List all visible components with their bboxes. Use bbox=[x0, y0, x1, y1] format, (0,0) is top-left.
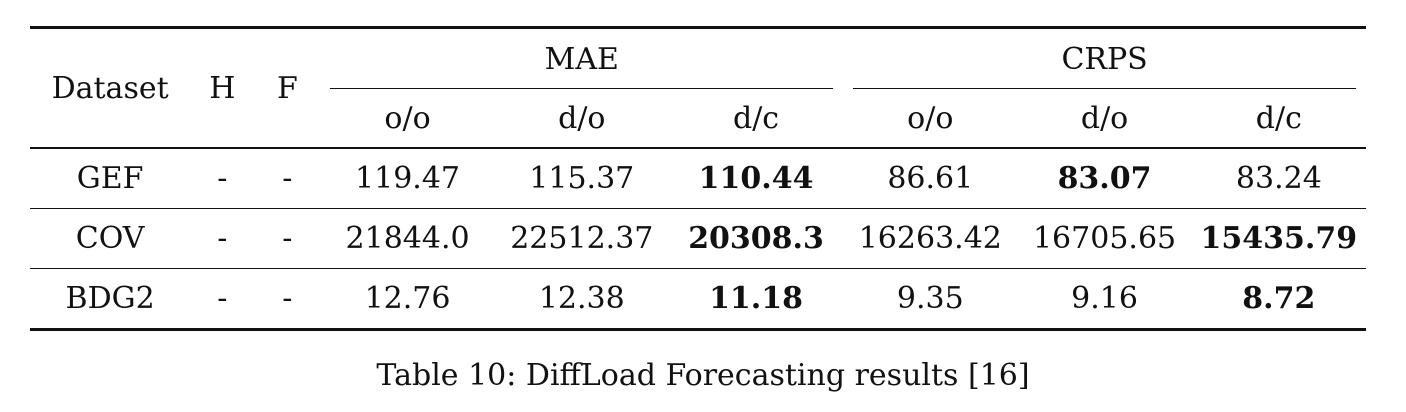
cell-crps-do: 83.07 bbox=[1017, 148, 1192, 209]
cell-mae-do: 22512.37 bbox=[494, 208, 669, 269]
cell-crps-oo: 9.35 bbox=[843, 268, 1018, 331]
results-table-container: Dataset H F MAE CRPS o/o d/o d/c o/o d/o… bbox=[30, 26, 1366, 331]
cell-f: - bbox=[254, 208, 321, 269]
header-crps-oo: o/o bbox=[843, 89, 1018, 149]
cell-dataset: GEF bbox=[30, 148, 191, 209]
cell-crps-dc: 15435.79 bbox=[1191, 208, 1366, 269]
header-mae-do: d/o bbox=[494, 89, 669, 149]
header-mae-dc: d/c bbox=[668, 89, 844, 149]
cell-mae-oo: 12.76 bbox=[320, 268, 495, 331]
cell-crps-oo: 86.61 bbox=[843, 148, 1018, 209]
header-dataset: Dataset bbox=[30, 26, 191, 149]
cell-f: - bbox=[254, 148, 321, 209]
header-row-subs: o/o d/o d/c o/o d/o d/c bbox=[30, 89, 1366, 149]
header-group-mae: MAE bbox=[320, 26, 844, 89]
cell-mae-dc: 110.44 bbox=[668, 148, 844, 209]
header-f: F bbox=[254, 26, 321, 149]
header-h: H bbox=[190, 26, 255, 149]
header-row-groups: Dataset H F MAE CRPS bbox=[30, 26, 1366, 149]
cell-f: - bbox=[254, 268, 321, 331]
cell-mae-oo: 21844.0 bbox=[320, 208, 495, 269]
cell-mae-dc: 11.18 bbox=[668, 268, 844, 331]
cell-dataset: BDG2 bbox=[30, 268, 191, 331]
results-table: Dataset H F MAE CRPS o/o d/o d/c o/o d/o… bbox=[30, 26, 1366, 331]
cell-crps-do: 16705.65 bbox=[1017, 208, 1192, 269]
table-caption: Table 10: DiffLoad Forecasting results [… bbox=[376, 358, 1030, 393]
header-group-crps-label: CRPS bbox=[1061, 41, 1148, 77]
header-mae-oo: o/o bbox=[320, 89, 495, 149]
cell-mae-do: 115.37 bbox=[494, 148, 669, 209]
header-crps-do: d/o bbox=[1017, 89, 1192, 149]
header-crps-dc: d/c bbox=[1191, 89, 1366, 149]
results-table-body: GEF - - 119.47 115.37 110.44 86.61 83.07… bbox=[30, 148, 1366, 331]
cell-h: - bbox=[190, 268, 255, 331]
cell-crps-oo: 16263.42 bbox=[843, 208, 1018, 269]
header-group-mae-label: MAE bbox=[544, 41, 619, 77]
cell-crps-do: 9.16 bbox=[1017, 268, 1192, 331]
table-row: BDG2 - - 12.76 12.38 11.18 9.35 9.16 8.7… bbox=[30, 268, 1366, 331]
cell-mae-dc: 20308.3 bbox=[668, 208, 844, 269]
table-row: GEF - - 119.47 115.37 110.44 86.61 83.07… bbox=[30, 148, 1366, 209]
header-group-crps-rule bbox=[853, 88, 1356, 89]
cell-crps-dc: 83.24 bbox=[1191, 148, 1366, 209]
cell-h: - bbox=[190, 208, 255, 269]
header-group-mae-rule bbox=[330, 88, 834, 89]
header-group-crps: CRPS bbox=[843, 26, 1366, 89]
cell-dataset: COV bbox=[30, 208, 191, 269]
table-row: COV - - 21844.0 22512.37 20308.3 16263.4… bbox=[30, 208, 1366, 269]
cell-mae-oo: 119.47 bbox=[320, 148, 495, 209]
cell-crps-dc: 8.72 bbox=[1191, 268, 1366, 331]
cell-h: - bbox=[190, 148, 255, 209]
cell-mae-do: 12.38 bbox=[494, 268, 669, 331]
